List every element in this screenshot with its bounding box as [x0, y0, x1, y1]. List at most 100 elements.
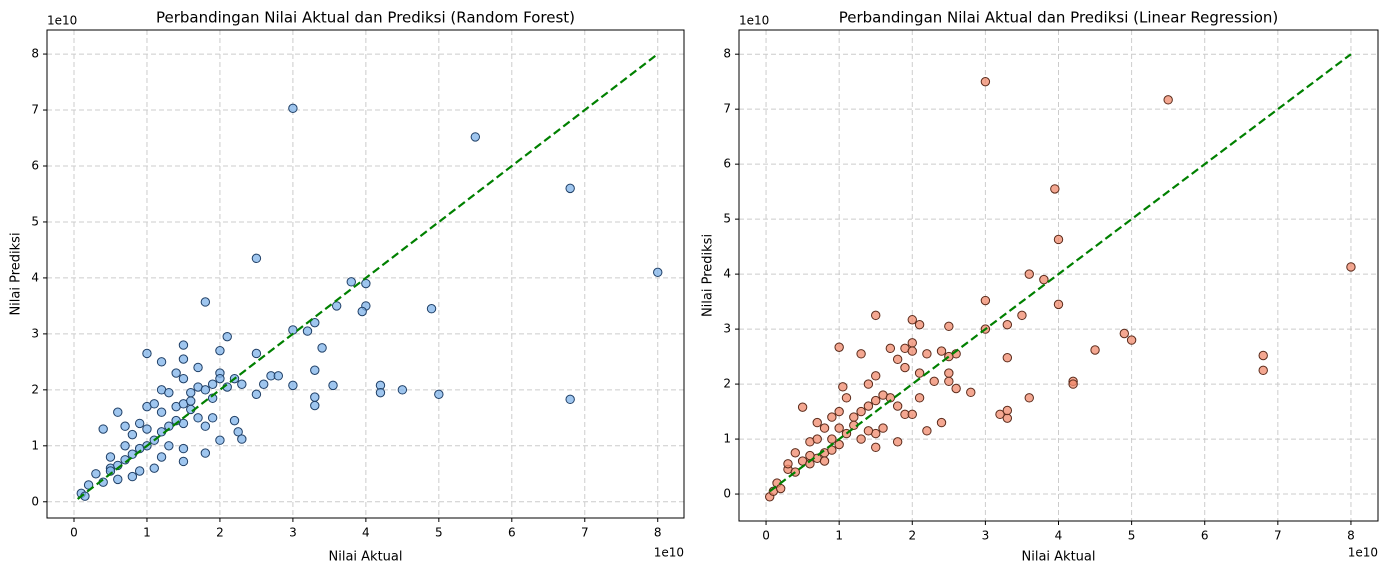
x-tick-label: 4	[1055, 529, 1063, 543]
point	[237, 379, 247, 389]
y-tick-label: 4	[31, 270, 39, 284]
y-tick-label: 7	[31, 103, 39, 117]
point	[885, 343, 896, 354]
point	[1002, 320, 1013, 330]
y-tick-label: 1	[723, 432, 731, 446]
x-tick-label: 4	[362, 526, 370, 540]
point	[1119, 328, 1130, 339]
point	[1017, 310, 1027, 321]
y-tick-label: 0	[31, 494, 39, 508]
point	[310, 400, 320, 411]
y-offset-label: 1e10	[739, 14, 769, 28]
point	[200, 385, 211, 395]
point	[1002, 405, 1013, 416]
y-tick-label: 3	[723, 322, 731, 336]
point	[944, 376, 954, 387]
point	[565, 394, 575, 405]
point	[812, 434, 822, 444]
point	[827, 412, 837, 422]
point	[907, 338, 917, 348]
point	[907, 315, 917, 325]
point	[233, 427, 243, 437]
point	[980, 295, 991, 306]
point	[819, 456, 830, 466]
point	[871, 310, 881, 321]
chart-title: Perbandingan Nilai Aktual dan Prediksi (…	[156, 9, 575, 27]
point	[288, 380, 298, 391]
reference-line	[76, 53, 659, 500]
y-tick-label: 5	[723, 212, 731, 226]
point	[900, 362, 910, 373]
point	[127, 471, 138, 482]
point	[878, 423, 888, 433]
x-tick-label: 2	[908, 529, 916, 543]
point	[434, 389, 444, 400]
point	[914, 393, 925, 403]
point	[1053, 299, 1064, 310]
point	[207, 413, 218, 423]
y-tick-label: 0	[723, 487, 731, 501]
point	[944, 321, 954, 332]
x-tick-label: 2	[216, 526, 224, 540]
point	[914, 320, 925, 330]
point	[849, 412, 859, 422]
point	[936, 346, 947, 356]
point	[186, 396, 196, 406]
x-tick-label: 3	[289, 526, 297, 540]
point	[273, 371, 284, 381]
point	[980, 76, 991, 87]
point	[783, 459, 793, 469]
point	[1002, 352, 1013, 363]
y-axis-label: Nilai Prediksi	[9, 232, 24, 315]
point	[193, 362, 203, 373]
point	[149, 399, 159, 409]
point	[361, 278, 371, 289]
point	[134, 466, 145, 476]
point	[856, 349, 866, 359]
point	[1053, 234, 1064, 245]
y-tick-label: 6	[723, 157, 731, 171]
point	[288, 103, 298, 114]
x-axis-label: Nilai Aktual	[329, 550, 403, 565]
point	[331, 301, 342, 311]
point	[856, 434, 866, 444]
point	[951, 383, 961, 394]
x-tick-label: 6	[1201, 529, 1209, 543]
point	[929, 376, 939, 387]
y-tick-label: 7	[723, 102, 731, 116]
point	[251, 389, 262, 400]
point	[936, 417, 947, 428]
x-tick-label: 8	[654, 526, 662, 540]
point	[207, 379, 218, 389]
point	[142, 424, 152, 434]
point	[397, 385, 408, 395]
point	[838, 382, 848, 392]
point	[922, 426, 932, 436]
x-tick-label: 7	[1274, 529, 1282, 543]
point	[251, 253, 262, 264]
point	[310, 365, 320, 375]
point	[907, 409, 917, 420]
x-tick-label: 8	[1347, 529, 1355, 543]
point	[426, 303, 437, 314]
x-tick-label: 0	[762, 529, 770, 543]
point	[922, 349, 932, 359]
point	[149, 463, 159, 473]
point	[310, 317, 320, 328]
x-tick-label: 1	[835, 529, 843, 543]
point	[871, 371, 881, 381]
point	[178, 354, 189, 364]
plot-frame	[738, 29, 1379, 522]
point	[200, 421, 211, 431]
point	[995, 409, 1005, 420]
y-tick-label: 2	[723, 377, 731, 391]
point	[871, 395, 881, 406]
point	[91, 469, 101, 479]
y-offset-label: 1e10	[47, 14, 77, 28]
point	[164, 421, 174, 431]
point	[914, 368, 925, 378]
point	[120, 421, 130, 431]
point	[863, 379, 874, 389]
point	[171, 368, 181, 378]
point	[251, 348, 262, 359]
